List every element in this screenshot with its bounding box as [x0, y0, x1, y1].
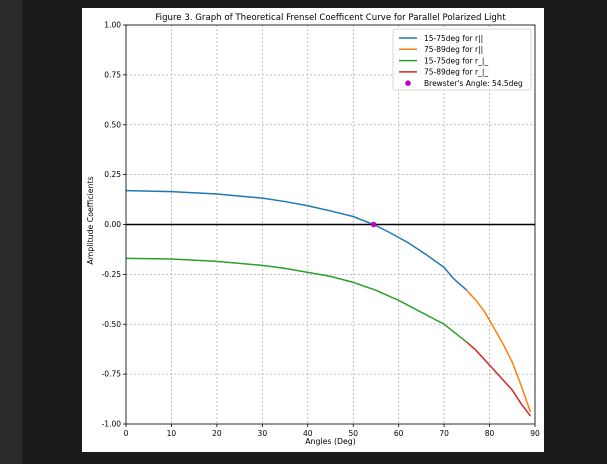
legend-label: 15-75deg for r|| — [424, 34, 483, 43]
x-tick-label: 30 — [258, 429, 268, 438]
legend-box — [392, 28, 532, 91]
legend-label: 15-75deg for r_|_ — [424, 56, 488, 65]
y-tick-label: 0.25 — [104, 170, 121, 179]
x-tick-label: 60 — [394, 429, 404, 438]
y-tick-label: -0.50 — [102, 320, 122, 329]
x-axis-label: Angles (Deg) — [305, 437, 356, 446]
y-tick-label: 0.50 — [104, 120, 121, 129]
x-tick-label: 0 — [124, 429, 129, 438]
figure-canvas: Figure 3. Graph of Theoretical Frensel C… — [82, 8, 544, 452]
brewster-angle-point — [370, 221, 377, 228]
x-tick-label: 50 — [348, 429, 358, 438]
series-line — [466, 341, 532, 417]
x-tick-label: 80 — [485, 429, 495, 438]
y-axis-label: Amplitude Coefficients — [86, 176, 95, 264]
x-tick-label: 10 — [167, 429, 177, 438]
y-tick-label: -1.00 — [102, 420, 122, 429]
y-tick-label: -0.75 — [102, 370, 122, 379]
left-panel-strip — [0, 0, 22, 464]
y-tick-label: 0.75 — [104, 70, 121, 79]
series-line — [125, 257, 468, 343]
series-line — [125, 189, 468, 291]
y-tick-label: 0.00 — [104, 220, 121, 229]
legend-label: Brewster's Angle: 54.5deg — [424, 79, 523, 88]
legend-point-marker — [405, 80, 411, 86]
x-tick-label: 20 — [212, 429, 222, 438]
chart-title: Figure 3. Graph of Theoretical Frensel C… — [155, 13, 506, 23]
legend-label: 75-89deg for r_|_ — [424, 68, 488, 77]
y-tick-label: 1.00 — [104, 21, 121, 30]
x-tick-label: 90 — [530, 429, 540, 438]
series-line — [466, 289, 532, 413]
y-tick-label: -0.25 — [102, 270, 122, 279]
x-tick-label: 70 — [439, 429, 449, 438]
legend-label: 75-89deg for r|| — [424, 45, 483, 54]
x-tick-label: 40 — [303, 429, 313, 438]
chart: Figure 3. Graph of Theoretical Frensel C… — [86, 13, 540, 446]
